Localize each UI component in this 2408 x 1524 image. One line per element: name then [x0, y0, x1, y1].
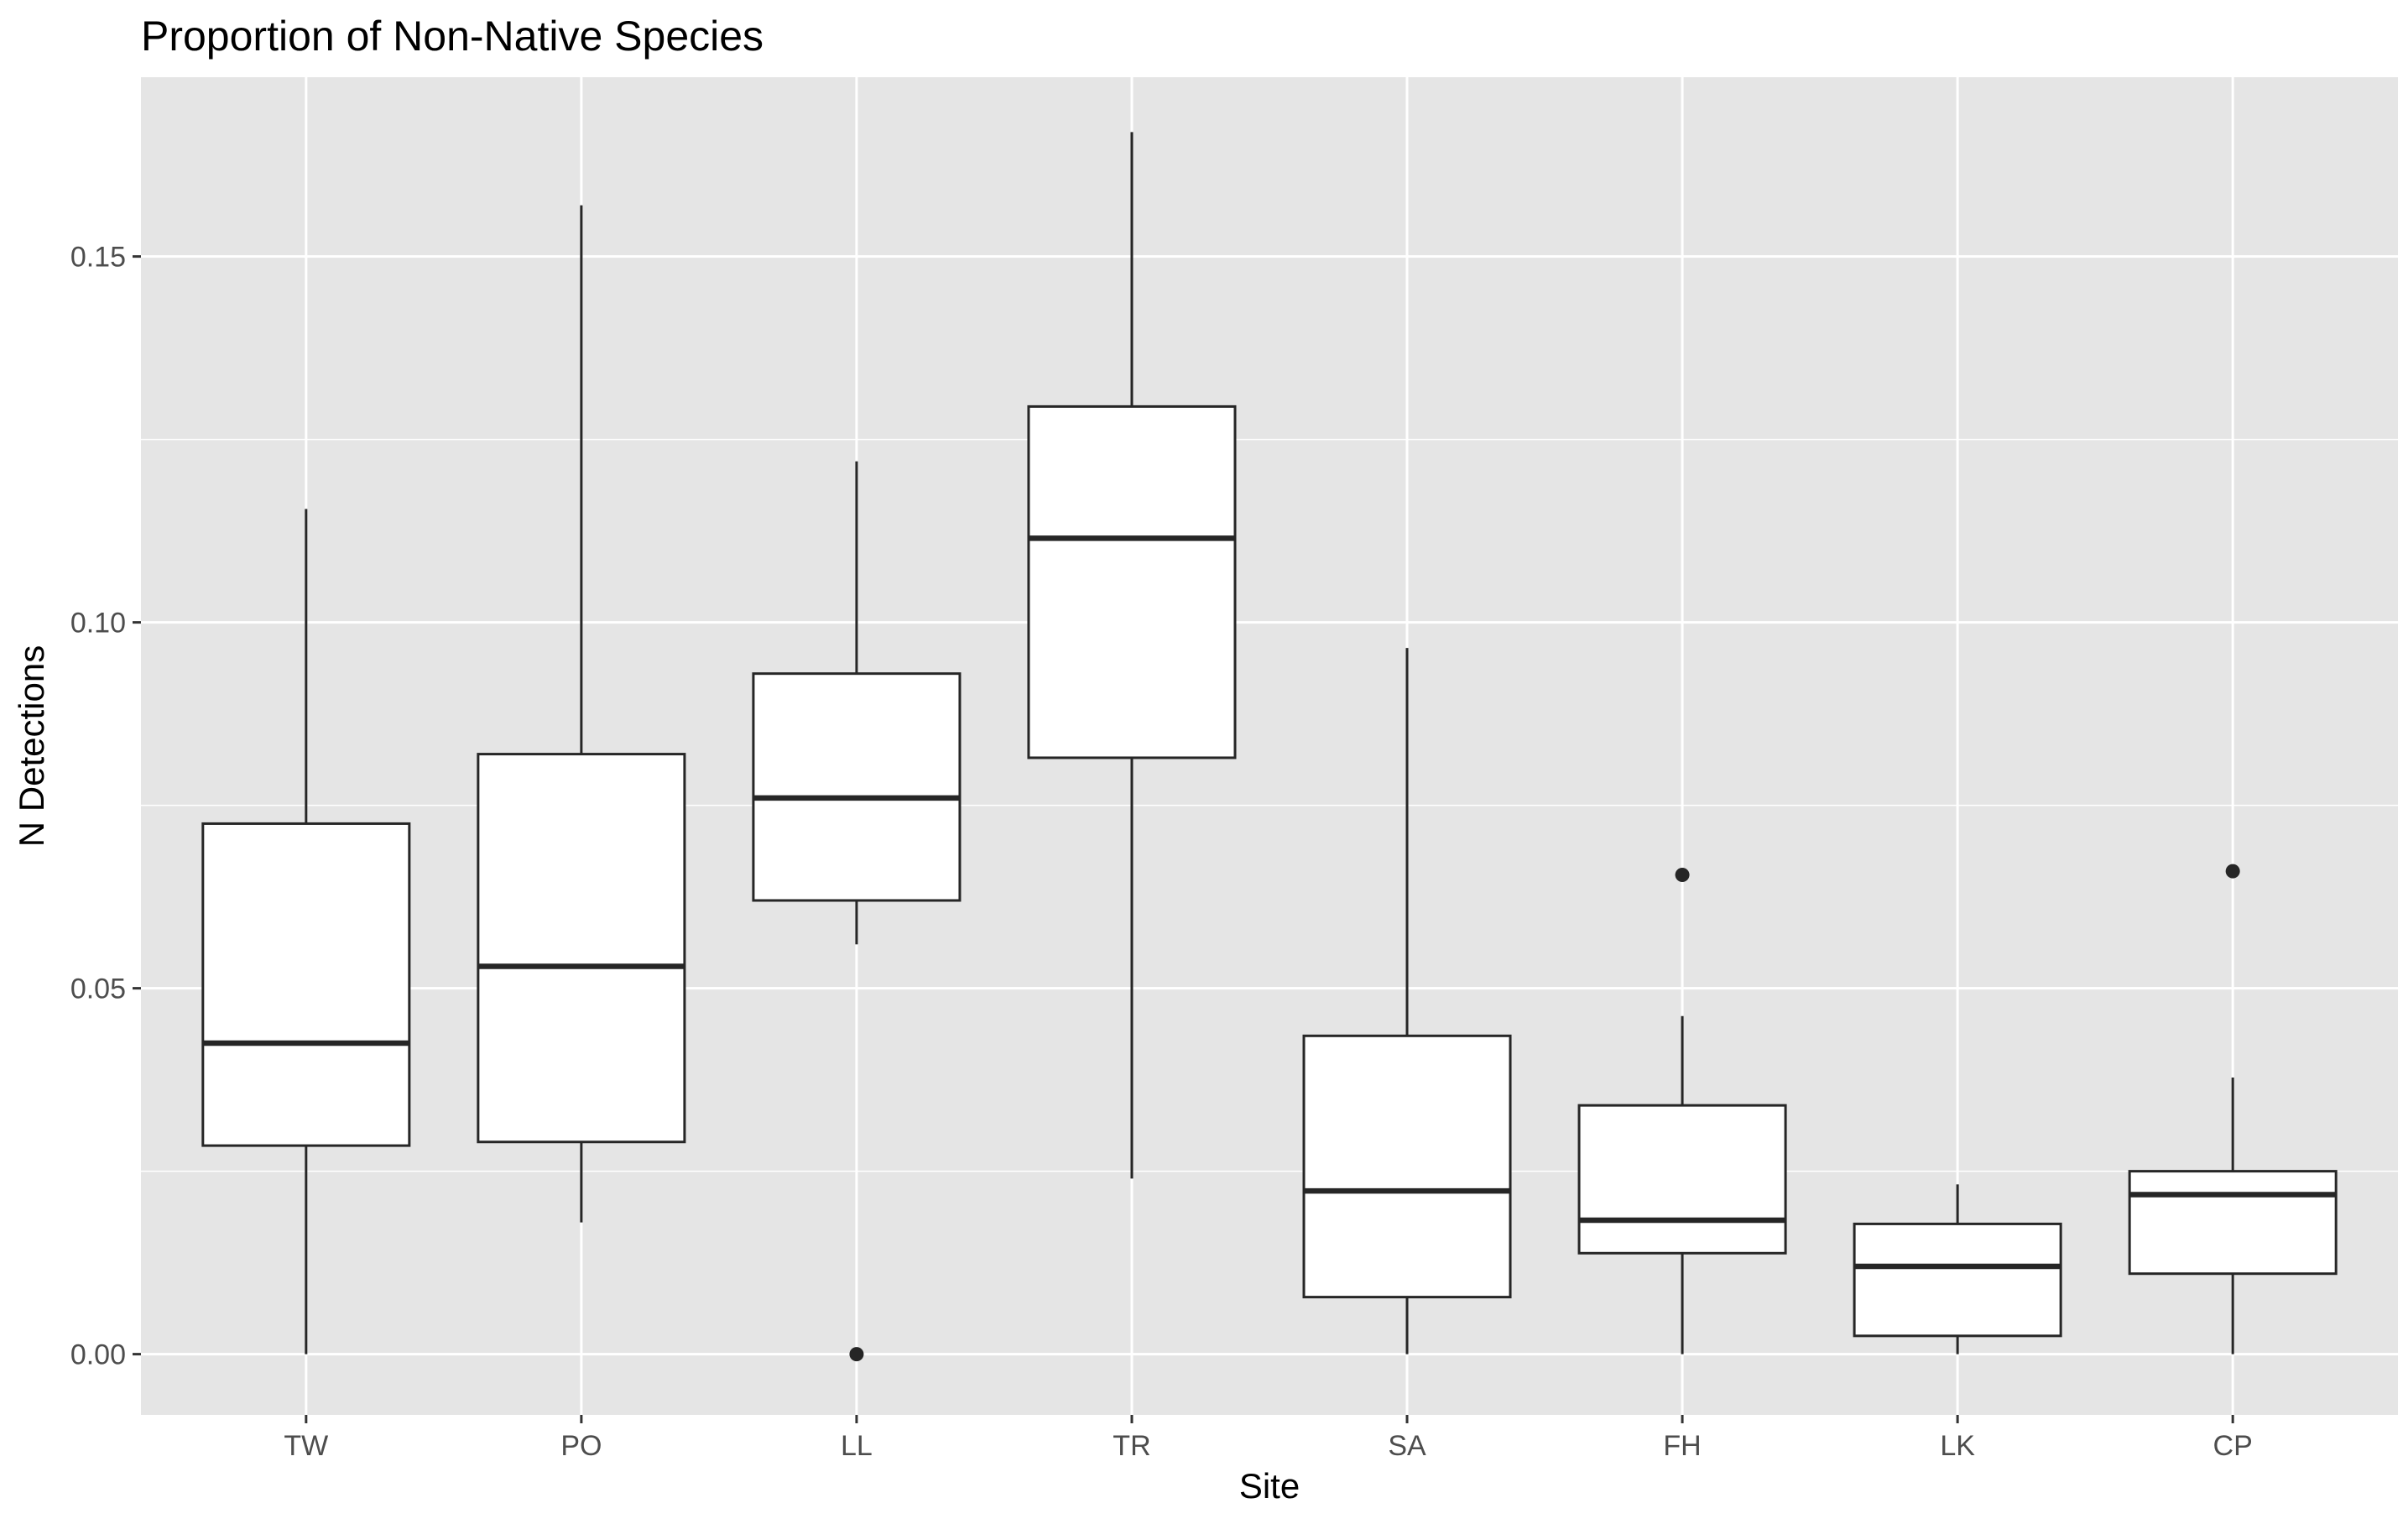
y-tick-label: 0.00: [70, 1339, 126, 1371]
plot-panel: [141, 77, 2398, 1415]
x-axis-title: Site: [1239, 1466, 1300, 1506]
y-axis-title: N Detections: [12, 645, 51, 847]
box-sa: [1302, 648, 1512, 1354]
boxes: [201, 132, 2338, 1362]
box-lk: [1853, 1184, 2062, 1354]
x-tick-label: CP: [2213, 1430, 2253, 1462]
box-fh: [1577, 867, 1787, 1354]
y-tick-label: 0.05: [70, 973, 126, 1005]
box-iqr: [1027, 404, 1237, 759]
box-cp: [2128, 864, 2338, 1354]
box-ll: [752, 461, 962, 1362]
x-tick-label: LK: [1940, 1430, 1975, 1462]
box-iqr: [752, 672, 962, 902]
y-tick-label: 0.15: [70, 242, 126, 274]
box-iqr: [201, 822, 411, 1147]
outlier-point: [849, 1347, 864, 1362]
outlier-point: [2225, 864, 2240, 879]
box-iqr: [1577, 1104, 1787, 1255]
box-iqr: [1853, 1222, 2062, 1338]
x-tick-label: SA: [1388, 1430, 1426, 1462]
x-tick-label: LL: [841, 1430, 873, 1462]
x-tick-label: TR: [1113, 1430, 1150, 1462]
box-iqr: [477, 753, 686, 1144]
chart-title: Proportion of Non-Native Species: [141, 13, 764, 60]
box-iqr: [2128, 1170, 2338, 1276]
x-tick-label: PO: [560, 1430, 602, 1462]
x-axis: TW PO LL TR SA FH LK CP: [284, 1415, 2253, 1462]
box-tw: [201, 509, 411, 1354]
y-tick-label: 0.10: [70, 608, 126, 639]
y-axis: 0.00 0.05 0.10 0.15: [70, 242, 141, 1371]
box-tr: [1027, 132, 1237, 1179]
box-iqr: [1302, 1034, 1512, 1299]
box-po: [477, 205, 686, 1223]
x-tick-label: TW: [284, 1430, 328, 1462]
outlier-point: [1675, 867, 1690, 882]
x-tick-label: FH: [1663, 1430, 1701, 1462]
